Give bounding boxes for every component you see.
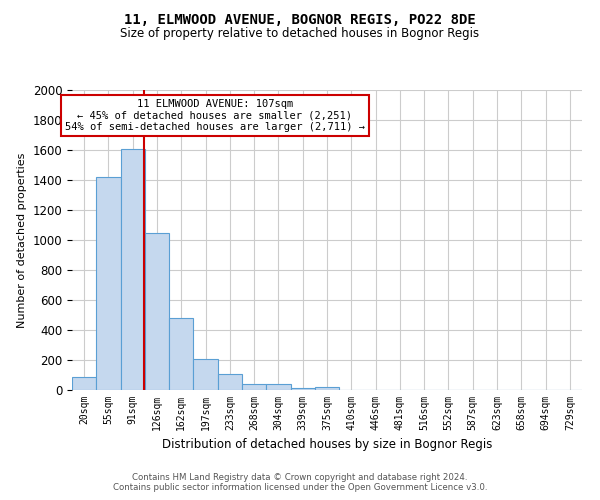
Y-axis label: Number of detached properties: Number of detached properties	[17, 152, 27, 328]
Bar	[72, 376, 96, 390]
Text: Size of property relative to detached houses in Bognor Regis: Size of property relative to detached ho…	[121, 28, 479, 40]
Bar	[96, 177, 121, 390]
Bar	[290, 388, 315, 390]
Text: 11 ELMWOOD AVENUE: 107sqm
← 45% of detached houses are smaller (2,251)
54% of se: 11 ELMWOOD AVENUE: 107sqm ← 45% of detac…	[65, 99, 365, 132]
Bar	[218, 374, 242, 390]
Bar	[121, 148, 145, 390]
Bar	[266, 384, 290, 390]
Bar	[193, 358, 218, 390]
X-axis label: Distribution of detached houses by size in Bognor Regis: Distribution of detached houses by size …	[162, 438, 492, 452]
Bar	[242, 384, 266, 390]
Bar	[315, 387, 339, 390]
Text: Contains HM Land Registry data © Crown copyright and database right 2024.
Contai: Contains HM Land Registry data © Crown c…	[113, 473, 487, 492]
Bar	[169, 318, 193, 390]
Bar	[145, 232, 169, 390]
Text: 11, ELMWOOD AVENUE, BOGNOR REGIS, PO22 8DE: 11, ELMWOOD AVENUE, BOGNOR REGIS, PO22 8…	[124, 12, 476, 26]
